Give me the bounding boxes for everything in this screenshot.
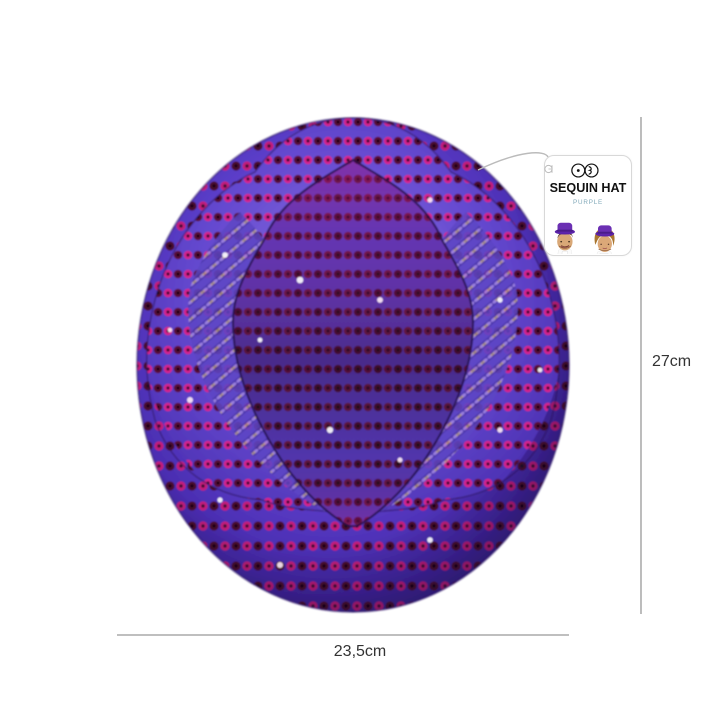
svg-text:23,5cm: 23,5cm [334,643,386,660]
svg-text:27cm: 27cm [652,353,691,370]
